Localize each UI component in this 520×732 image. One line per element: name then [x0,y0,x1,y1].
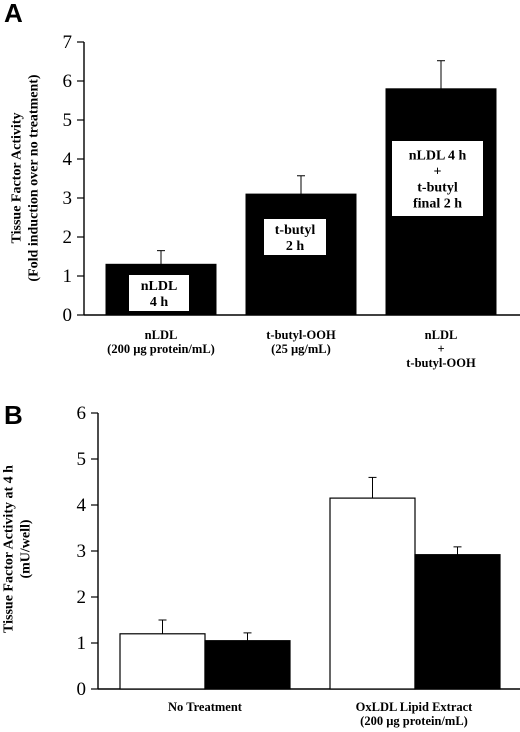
panel-a-category-label: nLDL [425,328,458,342]
panel-b-axes: 0 1 2 3 4 5 6 [77,403,520,700]
panel-a-bar-label: t-butyl [417,181,458,196]
panel-a-y-axis-label: Tissue Factor Activity (Fold induction ov… [10,74,42,281]
panel-b: B Tissue Factor Activity at 4 h (mU/well)… [2,400,520,728]
panel-b-letter: B [4,400,23,430]
panel-a-category-label: (200 µg protein/mL) [107,342,215,356]
panel-b-category-label: OxLDL Lipid Extract [356,700,474,714]
panel-b-category-label: (200 µg protein/mL) [360,714,468,728]
panel-b-category-labels: No Treatment OxLDL Lipid Extract(200 µg p… [168,700,473,728]
panel-b-y-tick-label: 1 [77,633,87,654]
panel-a-y-label-line: (Fold induction over no treatment) [27,74,42,281]
panel-a-y-tick-label: 7 [63,32,73,53]
panel-a-category-label: nLDL [145,328,178,342]
panel-b-bar [119,633,206,690]
panel-a-letter: A [4,0,23,28]
panel-b-y-tick-label: 2 [77,587,87,608]
panel-a-category-label: t-butyl-OOH [406,356,476,370]
panel-a-bar-label-box [264,219,326,255]
panel-a-y-tick-label: 5 [63,110,73,131]
panel-a-bar-label-box [392,141,483,216]
panel-a-bar-label: t-butyl [275,223,316,238]
panel-b-y-tick-label: 4 [77,495,87,516]
panel-b-y-tick-label: 5 [77,449,87,470]
panel-a-y-tick-label: 0 [63,305,73,326]
panel-b-bar [414,554,501,690]
panel-a-category-label: + [437,342,444,356]
panel-a-bar-label: 2 h [286,239,305,254]
panel-a-y-tick-label: 1 [63,266,73,287]
panel-a-category-label: t-butyl-OOH [266,328,336,342]
panel-b-y-tick-label: 0 [77,679,87,700]
panel-b-y-axis-label: Tissue Factor Activity at 4 h (mU/well) [2,465,34,633]
panel-b-y-tick-label: 6 [77,403,87,424]
panel-b-bar [329,497,416,690]
panel-a-bar-label: final 2 h [413,197,462,212]
panel-a-y-label-line: Tissue Factor Activity [10,113,25,244]
panel-a-y-tick-label: 3 [63,188,73,209]
panel-a-y-tick-label: 6 [63,71,73,92]
panel-b-y-label-line: Tissue Factor Activity at 4 h [2,465,17,633]
panel-b-category-label: No Treatment [168,700,243,714]
panel-b-bar [204,640,291,690]
panel-a-y-tick-label: 2 [63,227,73,248]
panel-a-category-label: (25 µg/mL) [271,342,331,356]
panel-b-bars [119,476,501,690]
panel-a-bar-label: 4 h [150,295,169,310]
panel-a-bar-label: nLDL 4 h [409,149,467,164]
panel-a-bar-label-box [129,275,189,311]
panel-a-bar-label: nLDL [141,279,178,294]
panel-b-y-tick-label: 3 [77,541,87,562]
panel-a: A Tissue Factor Activity (Fold induction … [4,0,520,370]
panel-b-y-label-line: (mU/well) [19,519,34,578]
panel-a-bar-label: + [434,165,442,180]
panel-a-y-tick-label: 4 [63,149,73,170]
panel-a-category-labels: nLDL(200 µg protein/mL)t-butyl-OOH(25 µg… [107,328,476,370]
